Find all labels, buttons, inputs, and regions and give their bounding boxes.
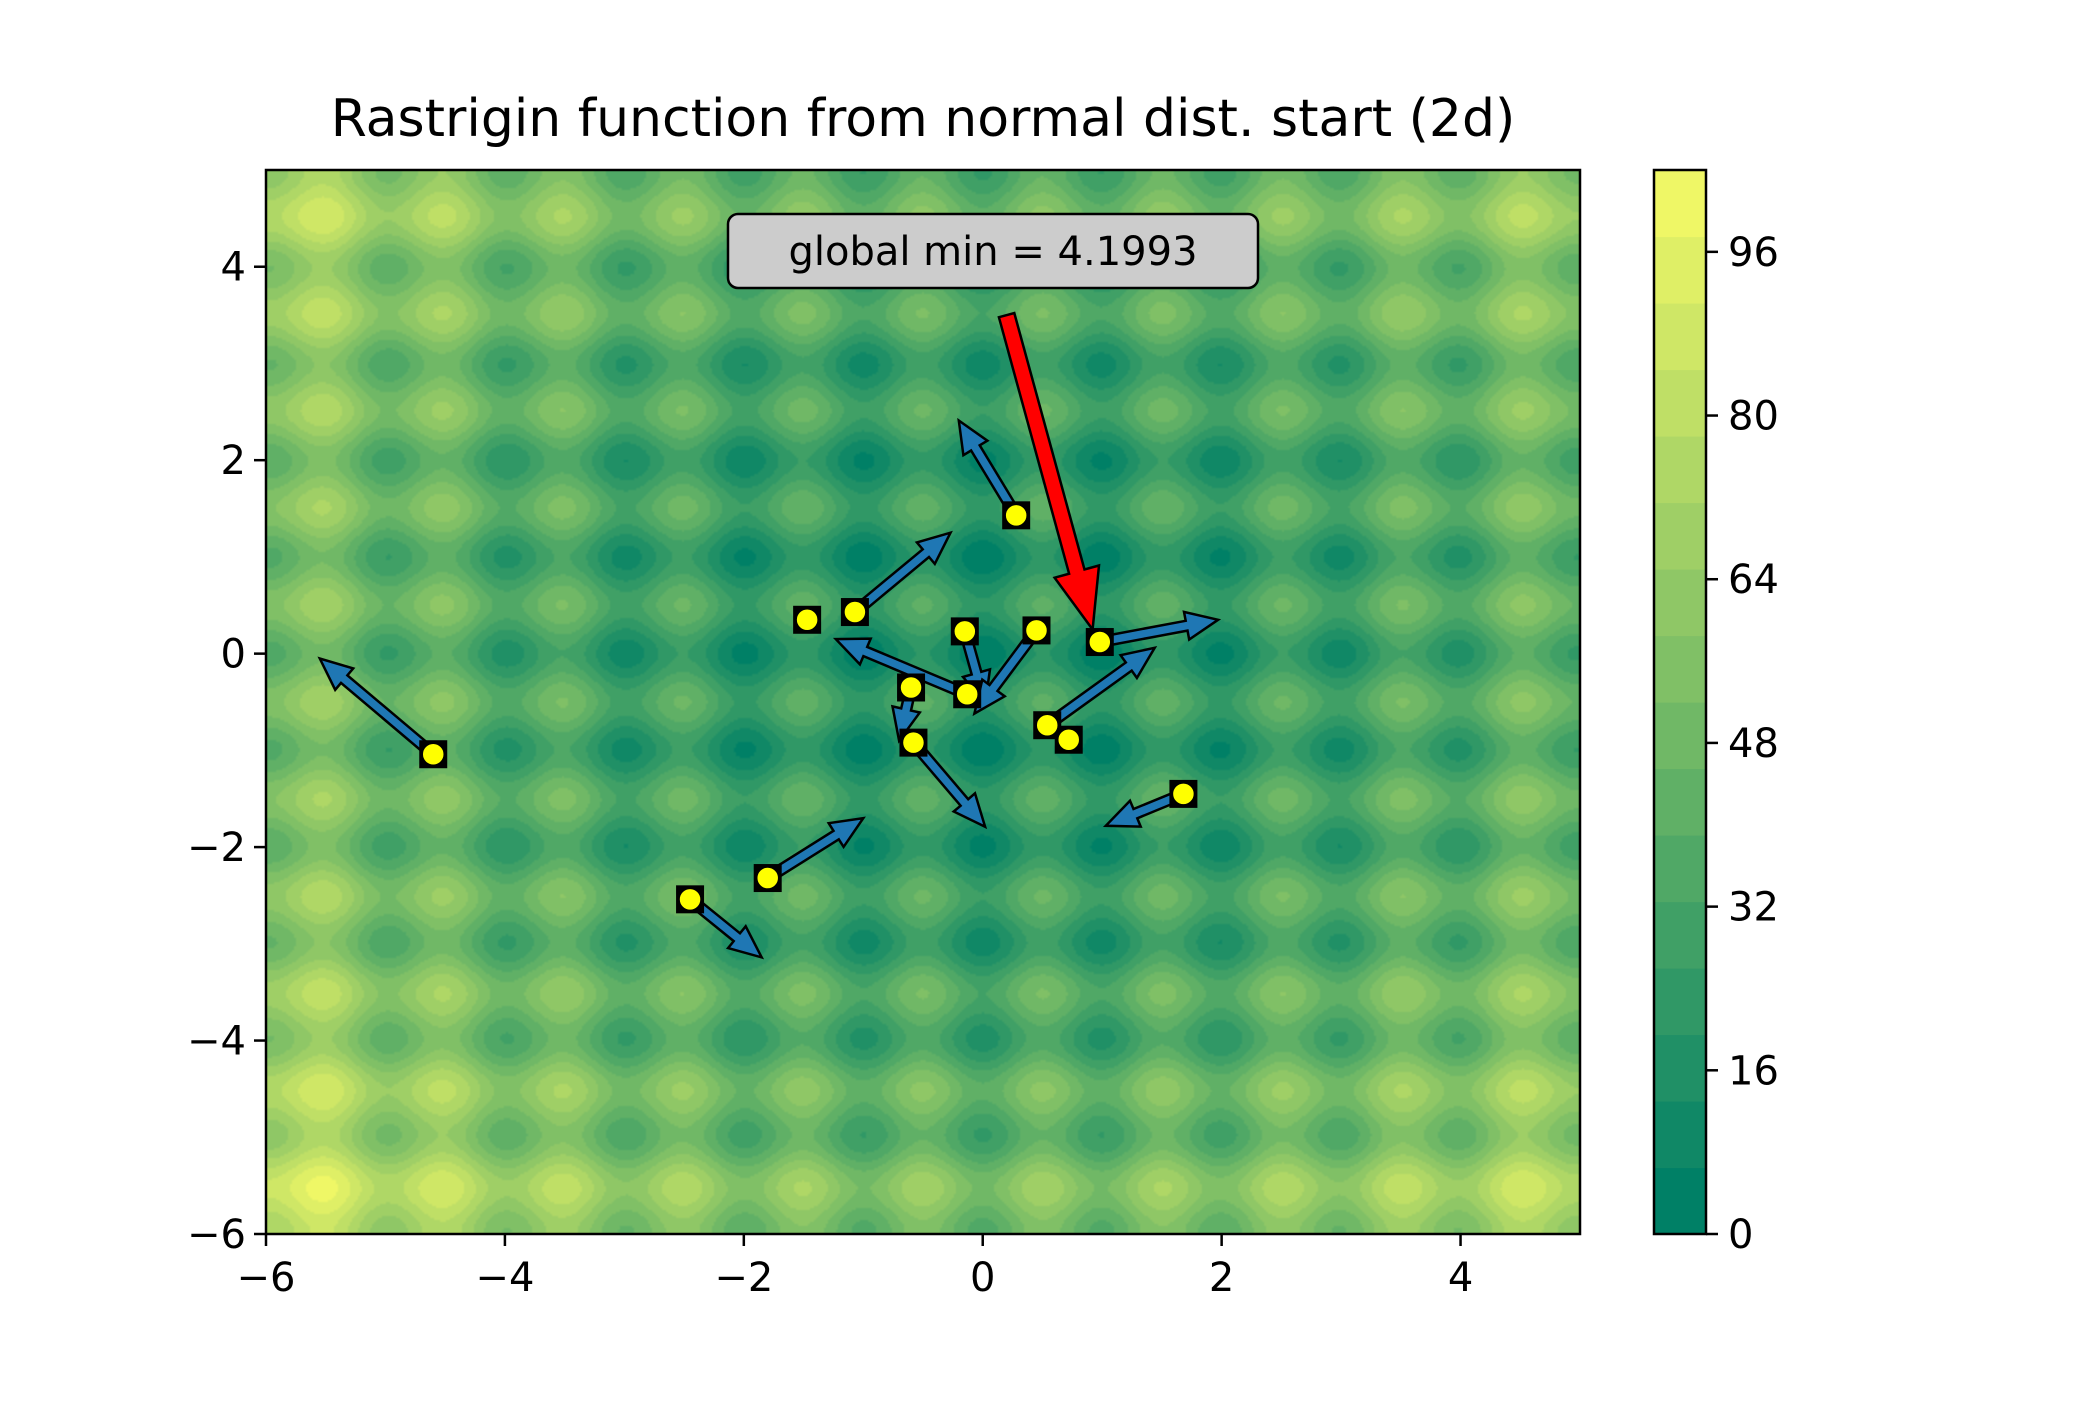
data-point (754, 865, 781, 891)
annotation-box (726, 212, 1260, 290)
colorbar-level (1654, 901, 1706, 969)
colorbar-frame (1652, 168, 1708, 1236)
colorbar-level (1654, 1034, 1706, 1102)
x-tick-label: 4 (1448, 1255, 1473, 1301)
data-point (794, 607, 820, 633)
data-point (1034, 712, 1060, 738)
data-point (952, 618, 978, 645)
heatmap-image (266, 170, 1580, 1234)
colorbar-tick-label: 48 (1728, 721, 1779, 767)
colorbar-level (1654, 236, 1706, 304)
heatmap-surface (266, 170, 1580, 1234)
plot-frame (264, 168, 1582, 1236)
x-tick-label: −4 (475, 1255, 534, 1301)
x-tick-label: 2 (1209, 1255, 1234, 1301)
colorbar-tick-label: 64 (1728, 557, 1779, 603)
data-point (1170, 781, 1197, 807)
colorbar-tick-label: 96 (1728, 230, 1779, 276)
data-point (1087, 629, 1113, 655)
colorbar: 0 16 32 48 64 80 96 (1652, 168, 1779, 1258)
colorbar-level (1654, 835, 1706, 903)
chart-title: Rastrigin function from normal dist. sta… (331, 89, 1516, 149)
data-point (677, 886, 703, 913)
colorbar-tick-label: 80 (1728, 394, 1779, 440)
y-tick-label: 4 (221, 245, 246, 291)
gradient-arrow (317, 656, 439, 760)
colorbar-level (1654, 436, 1706, 504)
data-point (900, 729, 927, 756)
colorbar-level (1654, 170, 1706, 238)
colorbar-level (1654, 768, 1706, 836)
colorbar-level (1654, 968, 1706, 1036)
annotation-label: global min = 4.1993 (788, 229, 1197, 275)
data-point (842, 599, 868, 625)
colorbar-tick-label: 16 (1728, 1048, 1779, 1094)
colorbar-level (1654, 303, 1706, 371)
colorbar-level (1654, 702, 1706, 770)
y-tick-label: −6 (187, 1212, 246, 1258)
colorbar-level (1654, 369, 1706, 437)
gradient-arrow (832, 637, 971, 701)
y-tick-label: −2 (187, 825, 246, 871)
y-tick-label: 2 (221, 438, 246, 484)
colorbar-tick-label: 0 (1728, 1212, 1753, 1258)
colorbar-level (1654, 1167, 1706, 1235)
data-point (1003, 502, 1029, 529)
annotation-arrow (997, 311, 1101, 633)
axis-ticks: −6 −4 −2 0 2 4 −6 −4 −2 0 2 4 (187, 245, 1473, 1301)
marker-layer (317, 417, 1222, 960)
data-point (954, 681, 980, 708)
x-tick-label: 0 (970, 1255, 995, 1301)
y-tick-label: −4 (187, 1019, 246, 1065)
colorbar-level (1654, 635, 1706, 703)
data-point (420, 741, 446, 767)
colorbar-tick-label: 32 (1728, 885, 1779, 931)
x-tick-label: −6 (237, 1255, 296, 1301)
y-tick-label: 0 (221, 632, 246, 678)
colorbar-level (1654, 569, 1706, 637)
colorbar-level (1654, 502, 1706, 570)
data-point (1055, 726, 1082, 753)
data-point (898, 674, 924, 701)
colorbar-level (1654, 1101, 1706, 1169)
x-tick-label: −2 (714, 1255, 773, 1301)
data-point (1023, 617, 1050, 644)
annotation: global min = 4.1993 (726, 212, 1260, 633)
